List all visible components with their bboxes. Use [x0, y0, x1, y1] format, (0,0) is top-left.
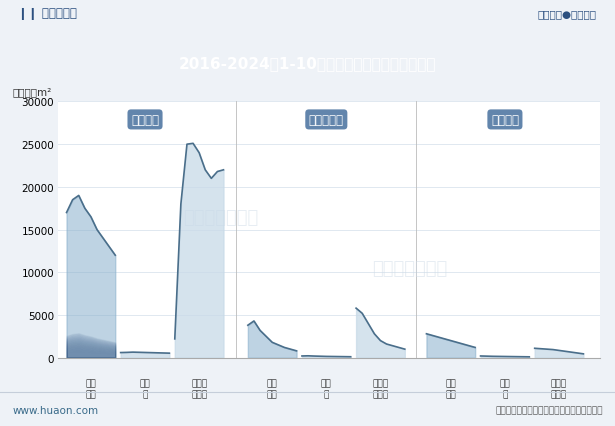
Text: 新开工面积: 新开工面积 — [309, 114, 344, 127]
Text: www.huaon.com: www.huaon.com — [12, 405, 98, 414]
Text: 商业营
业用房: 商业营 业用房 — [551, 378, 567, 398]
Text: 单位：万m²: 单位：万m² — [12, 87, 52, 97]
Text: 华经产业研究院: 华经产业研究院 — [373, 259, 448, 277]
Text: 商品
住宅: 商品 住宅 — [445, 378, 456, 398]
Text: 商业营
业用房: 商业营 业用房 — [372, 378, 389, 398]
Text: 办公
楼: 办公 楼 — [321, 378, 331, 398]
Text: 办公
楼: 办公 楼 — [140, 378, 151, 398]
Text: 商品
住宅: 商品 住宅 — [85, 378, 97, 398]
Text: 华经产业研究院: 华经产业研究院 — [183, 208, 258, 226]
Text: 商品
住宅: 商品 住宅 — [267, 378, 277, 398]
Text: 施工面积: 施工面积 — [131, 114, 159, 127]
Text: 数据来源：国家统计局，华经产业研究院整理: 数据来源：国家统计局，华经产业研究院整理 — [495, 405, 603, 414]
Text: 办公
楼: 办公 楼 — [499, 378, 510, 398]
Text: 商业营
业用房: 商业营 业用房 — [191, 378, 207, 398]
Text: ❙❙ 华经情报网: ❙❙ 华经情报网 — [18, 7, 77, 20]
Text: 2016-2024年1-10月山西省房地产施工面积情况: 2016-2024年1-10月山西省房地产施工面积情况 — [179, 56, 436, 72]
Text: 专业严谨●客观科学: 专业严谨●客观科学 — [538, 9, 597, 19]
Text: 竣工面积: 竣工面积 — [491, 114, 519, 127]
